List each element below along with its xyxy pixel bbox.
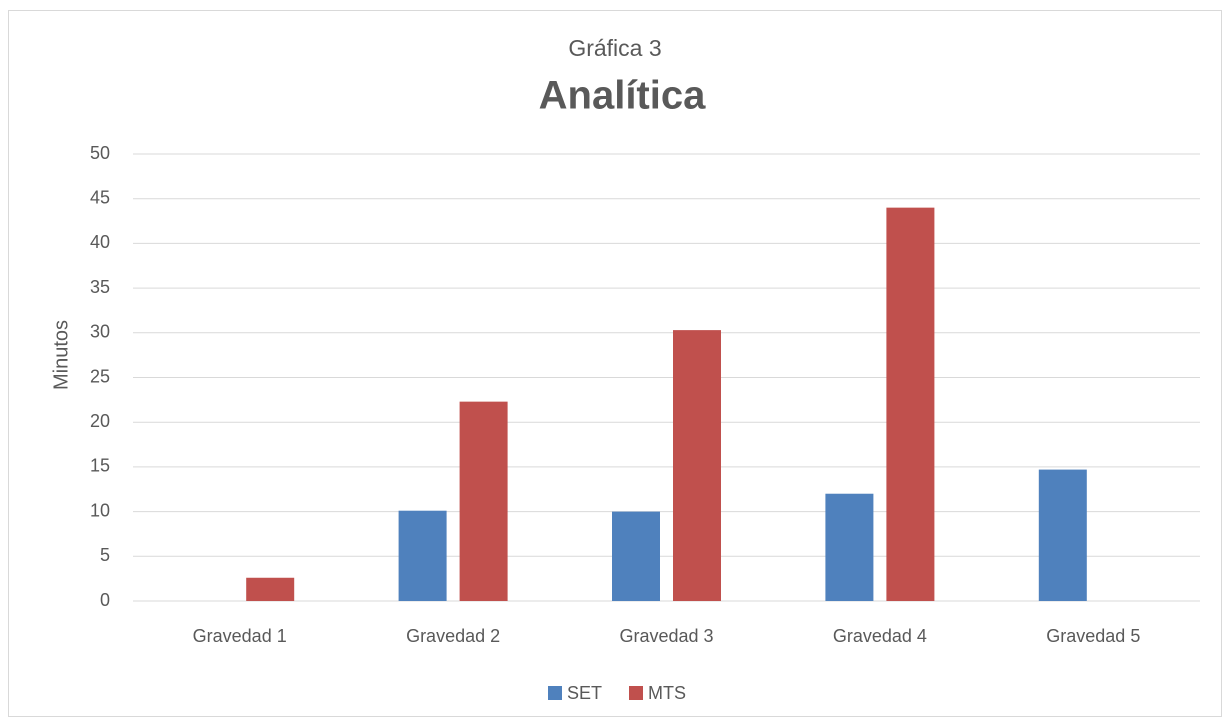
y-tick-label: 20 xyxy=(90,411,110,431)
bar xyxy=(612,511,660,601)
bar xyxy=(673,330,721,601)
x-tick-label: Gravedad 4 xyxy=(833,626,927,646)
y-tick-label: 30 xyxy=(90,322,110,342)
legend-swatch xyxy=(629,686,643,700)
x-tick-label: Gravedad 1 xyxy=(193,626,287,646)
bar xyxy=(246,577,295,601)
y-tick-label: 45 xyxy=(90,187,110,207)
chart-subtitle: Analítica xyxy=(539,74,706,118)
legend-label: MTS xyxy=(648,683,686,703)
bar xyxy=(825,493,874,601)
bar xyxy=(886,207,935,601)
y-tick-label: 40 xyxy=(90,232,110,252)
x-tick-label: Gravedad 2 xyxy=(406,626,500,646)
y-tick-label: 35 xyxy=(90,277,110,297)
legend-swatch xyxy=(548,686,562,700)
y-tick-label: 25 xyxy=(90,366,110,386)
bar xyxy=(398,510,447,601)
x-tick-label: Gravedad 3 xyxy=(619,626,713,646)
bar xyxy=(459,401,508,601)
y-tick-label: 50 xyxy=(90,143,110,163)
chart-title: Gráfica 3 xyxy=(568,35,661,61)
x-tick-label: Gravedad 5 xyxy=(1046,626,1140,646)
y-tick-label: 0 xyxy=(100,590,110,610)
y-tick-label: 15 xyxy=(90,456,110,476)
y-axis-label: Minutos xyxy=(50,320,72,390)
legend-label: SET xyxy=(567,683,602,703)
y-tick-label: 5 xyxy=(100,545,110,565)
y-tick-label: 10 xyxy=(90,500,110,520)
bar xyxy=(1038,469,1087,601)
